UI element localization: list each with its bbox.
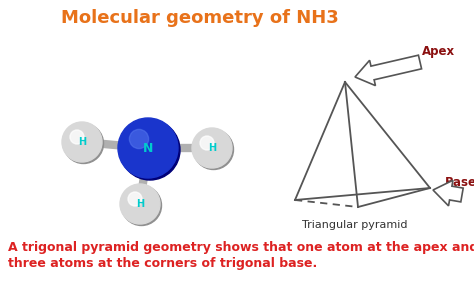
Circle shape — [200, 136, 214, 150]
Circle shape — [121, 186, 162, 225]
Text: H: H — [136, 199, 144, 209]
Text: Apex: Apex — [422, 45, 455, 58]
Circle shape — [64, 123, 103, 164]
Text: A trigonal pyramid geometry shows that one atom at the apex and: A trigonal pyramid geometry shows that o… — [8, 242, 474, 255]
Circle shape — [120, 184, 160, 224]
Text: Molecular geometry of NH3: Molecular geometry of NH3 — [61, 9, 339, 27]
Circle shape — [70, 130, 84, 144]
Text: Triangular pyramid: Triangular pyramid — [302, 220, 408, 230]
Text: Base: Base — [445, 175, 474, 188]
Text: N: N — [143, 142, 153, 155]
Polygon shape — [355, 55, 421, 86]
Text: H: H — [78, 137, 86, 147]
Circle shape — [118, 118, 178, 178]
Text: three atoms at the corners of trigonal base.: three atoms at the corners of trigonal b… — [8, 257, 317, 270]
Circle shape — [128, 192, 142, 206]
Circle shape — [129, 129, 149, 149]
Circle shape — [120, 120, 180, 180]
Text: H: H — [208, 143, 216, 153]
Polygon shape — [433, 180, 463, 206]
Circle shape — [193, 129, 234, 170]
Circle shape — [192, 128, 232, 168]
Circle shape — [62, 122, 102, 162]
